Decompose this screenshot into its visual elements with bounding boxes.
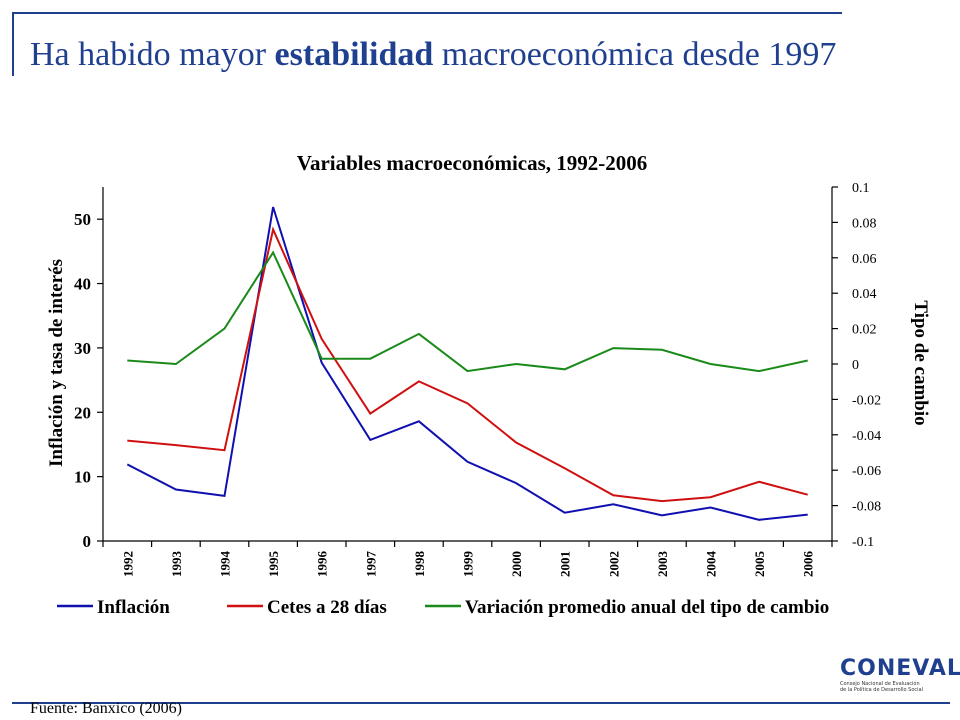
x-tick-label: 1995 xyxy=(266,551,281,578)
title-emphasis: estabilidad xyxy=(274,36,434,73)
x-tick-label: 2006 xyxy=(801,551,816,578)
chart-title: Variables macroeconómicas, 1992-2006 xyxy=(297,151,648,175)
chart-axes: 0 10 20 30 40 50 0.1 0.08 0.06 0.04 0.02 0 -0.02 -0.0… xyxy=(74,181,881,577)
x-tick-label: 1997 xyxy=(363,551,378,578)
logo-wordmark: CONEVAL xyxy=(840,656,960,681)
y-right-tick-label: 0 xyxy=(852,358,859,373)
y-left-tick-label: 30 xyxy=(74,339,91,358)
x-tick-label: 2003 xyxy=(655,551,670,578)
y-left-tick-label: 40 xyxy=(74,275,91,294)
y-axis-label-right: Tipo de cambio xyxy=(910,300,931,425)
x-tick-label: 1999 xyxy=(461,551,476,578)
y-left-tick-label: 50 xyxy=(74,210,91,229)
x-tick-label: 1992 xyxy=(120,551,135,577)
y-axis-label-left: Inflación y tasa de interés xyxy=(46,259,67,467)
legend-label-2: Cetes a 28 días xyxy=(267,597,387,618)
x-tick-label: 1996 xyxy=(315,551,330,578)
series-line-1 xyxy=(126,206,808,521)
y-right-tick-label: -0.06 xyxy=(852,464,881,479)
x-tick-label: 1993 xyxy=(169,551,184,578)
y-right-tick-label: -0.04 xyxy=(852,429,881,444)
x-tick-label: 2002 xyxy=(606,551,621,577)
chart-series xyxy=(126,206,808,521)
x-tick-label: 2001 xyxy=(558,551,573,577)
y-right-tick-label: 0.06 xyxy=(852,252,877,267)
x-tick-label: 1994 xyxy=(218,551,233,578)
coneval-logo: CONEVAL Consejo Nacional de Evaluación d… xyxy=(840,656,960,700)
x-tick-label: 2004 xyxy=(704,551,719,578)
y-right-tick-label: -0.02 xyxy=(852,393,881,408)
x-tick-label: 1998 xyxy=(412,551,427,578)
logo-subtitle-1: Consejo Nacional de Evaluación xyxy=(840,681,920,687)
legend-label-3: Variación promedio anual del tipo de cam… xyxy=(465,597,829,618)
y-right-tick-label: -0.1 xyxy=(852,535,874,550)
chart-legend: Inflación Cetes a 28 días Variación promed… xyxy=(57,597,829,618)
x-tick-label: 2000 xyxy=(509,551,524,577)
x-tick-label: 2005 xyxy=(752,551,767,578)
y-right-tick-label: -0.08 xyxy=(852,500,881,515)
frame-left-rule xyxy=(12,12,14,76)
series-line-3 xyxy=(127,250,808,373)
frame-top-rule xyxy=(12,12,842,14)
series-line-2 xyxy=(127,226,808,503)
title-part-1: Ha habido mayor xyxy=(30,36,275,73)
y-right-tick-label: 0.08 xyxy=(852,216,877,231)
frame-bottom-rule xyxy=(12,702,950,704)
y-left-tick-label: 20 xyxy=(74,403,91,422)
y-left-tick-label: 0 xyxy=(83,532,92,551)
legend-label-1: Inflación xyxy=(97,597,170,618)
title-part-3: macroeconómica desde 1997 xyxy=(433,36,837,73)
y-right-tick-label: 0.02 xyxy=(852,323,877,338)
logo-subtitle-2: de la Política de Desarrollo Social xyxy=(840,687,923,693)
y-right-tick-label: 0.04 xyxy=(852,287,877,302)
y-left-tick-label: 10 xyxy=(74,468,91,487)
slide-title: Ha habido mayor estabilidad macroeconómi… xyxy=(30,36,836,74)
y-right-tick-label: 0.1 xyxy=(852,181,870,196)
source-note: Fuente: Banxico (2006) xyxy=(30,700,182,717)
